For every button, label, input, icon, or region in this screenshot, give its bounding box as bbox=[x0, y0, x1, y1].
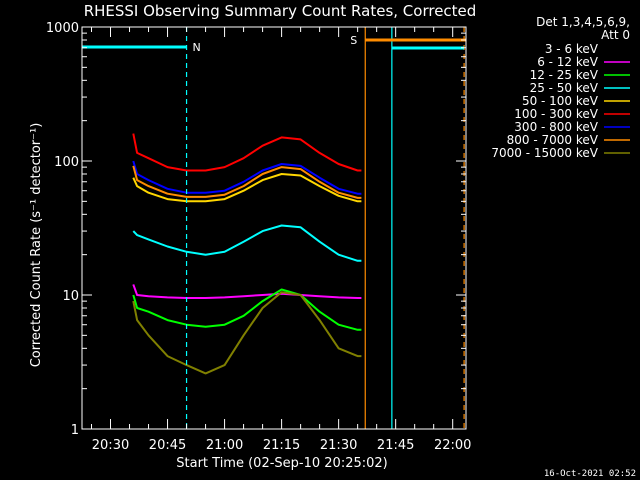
marker-label-s: S bbox=[350, 34, 357, 47]
y-tick-label: 100 bbox=[54, 155, 79, 170]
series-line-9 bbox=[132, 291, 362, 375]
legend-label-9: 7000 - 15000 keV bbox=[491, 146, 598, 160]
legend-label-7: 300 - 800 keV bbox=[514, 120, 598, 134]
timestamp: 16-Oct-2021 02:52 bbox=[544, 469, 636, 479]
legend-label-6: 100 - 300 keV bbox=[514, 107, 598, 121]
x-tick-label: 21:00 bbox=[206, 438, 243, 453]
y-tick-label: 10 bbox=[62, 289, 79, 304]
legend-label-1: 3 - 6 keV bbox=[545, 42, 599, 56]
legend-label-3: 12 - 25 keV bbox=[530, 68, 599, 82]
y-tick-label: 1000 bbox=[46, 21, 79, 36]
series-line-8 bbox=[132, 165, 362, 199]
series-line-5 bbox=[132, 173, 362, 203]
legend-header-attenuator: Att 0 bbox=[601, 28, 630, 42]
legend-header-detectors: Det 1,3,4,5,6,9, bbox=[536, 15, 630, 29]
marker-label-n: N bbox=[193, 41, 201, 54]
series-line-6 bbox=[132, 133, 362, 172]
plot-area: NS bbox=[82, 27, 466, 430]
series-line-4 bbox=[132, 224, 362, 262]
series-line-2 bbox=[132, 284, 362, 299]
axes: 1 10 100 1000 20:30 20:45 21:00 21:15 21:30 21:45… bbox=[46, 21, 472, 453]
x-tick-label: 21:15 bbox=[263, 438, 300, 453]
x-axis-label: Start Time (02-Sep-10 20:25:02) bbox=[176, 456, 387, 471]
plot-frame bbox=[81, 26, 467, 430]
x-tick-label: 22:00 bbox=[434, 438, 471, 453]
legend-label-8: 800 - 7000 keV bbox=[507, 133, 599, 147]
y-axis-label: Corrected Count Rate (s⁻¹ detector⁻¹) bbox=[29, 123, 44, 368]
chart-title: RHESSI Observing Summary Count Rates, Co… bbox=[84, 2, 477, 20]
legend-label-2: 6 - 12 keV bbox=[537, 55, 599, 69]
y-tick-label: 1 bbox=[71, 423, 79, 438]
x-tick-label: 20:45 bbox=[149, 438, 186, 453]
x-tick-label: 21:30 bbox=[320, 438, 357, 453]
legend-label-5: 50 - 100 keV bbox=[522, 94, 599, 108]
x-tick-label: 20:30 bbox=[92, 438, 129, 453]
x-tick-label: 21:45 bbox=[377, 438, 414, 453]
series-line-7 bbox=[132, 160, 362, 195]
legend-label-4: 25 - 50 keV bbox=[530, 81, 599, 95]
series-line-3 bbox=[132, 288, 362, 331]
